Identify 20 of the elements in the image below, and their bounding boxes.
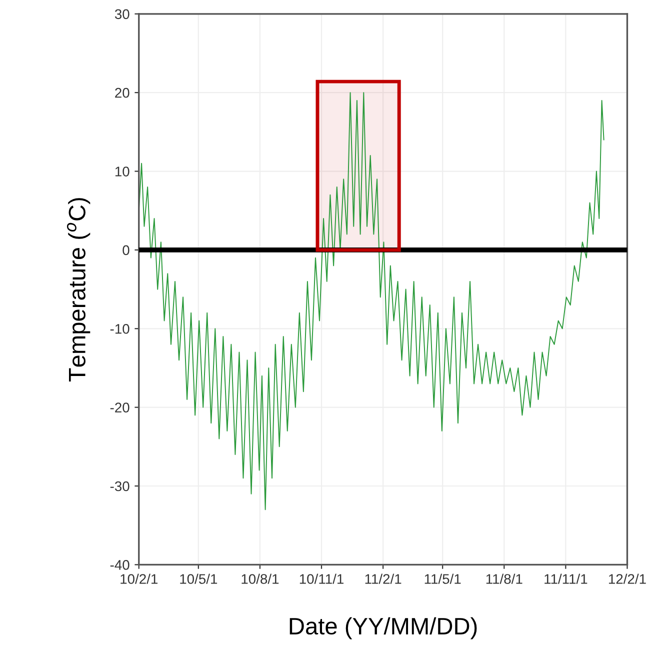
x-tick-label: 10/5/1 — [180, 574, 218, 584]
y-tick-label: -20 — [110, 402, 130, 412]
y-tick-label: 10 — [115, 166, 130, 176]
line-series — [138, 92, 604, 510]
x-tick-label: 11/2/1 — [365, 574, 402, 584]
x-tick-label: 10/11/1 — [300, 574, 344, 584]
y-tick-label: 30 — [114, 9, 130, 20]
x-axis-title: Date (YY/MM/DD) — [290, 617, 477, 640]
x-tick-label: 11/5/1 — [424, 574, 461, 584]
x-tick-label: 10/2/1 — [120, 574, 158, 584]
y-tick-label: 0 — [122, 245, 130, 256]
y-tick-label: -10 — [110, 324, 130, 334]
x-tick-label: 10/8/1 — [242, 574, 279, 584]
x-tick-label: 12/2/1 — [608, 574, 646, 584]
y-tick-label: -40 — [110, 560, 130, 570]
x-tick-label: 11/8/1 — [486, 574, 522, 584]
y-axis-title: Temperature ($^{o}$C) — [66, 198, 90, 382]
y-tick-label: -30 — [110, 481, 130, 492]
x-tick-label: 11/11/1 — [544, 574, 588, 584]
y-tick-label: 20 — [115, 88, 130, 98]
